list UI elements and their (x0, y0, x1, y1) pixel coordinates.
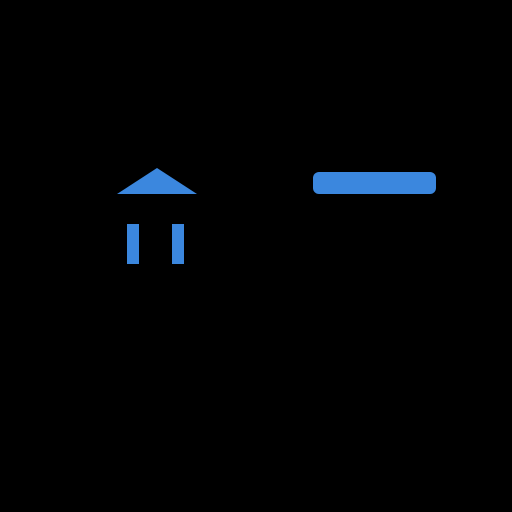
bank-icon-pillar-right (172, 224, 184, 264)
bank-icon-pillar-left (127, 224, 139, 264)
bank-icon-roof (117, 168, 197, 194)
minus-icon (313, 172, 436, 194)
